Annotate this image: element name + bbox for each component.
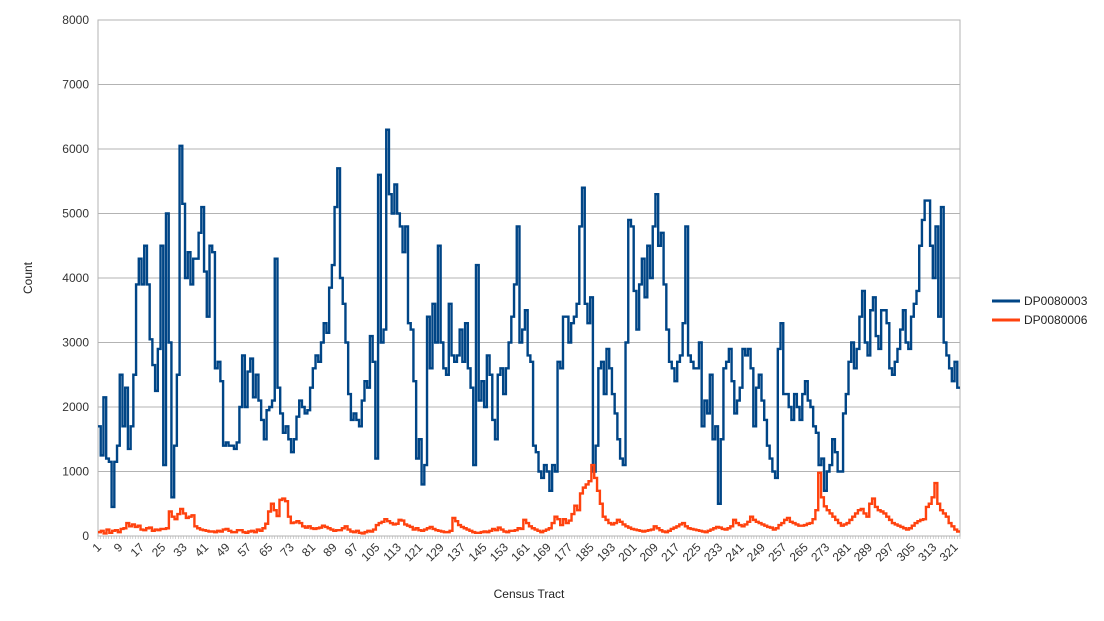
x-axis-title: Census Tract bbox=[494, 587, 565, 601]
y-tick-label: 2000 bbox=[62, 400, 89, 414]
x-tick-label: 265 bbox=[787, 540, 811, 564]
legend: DP0080003 DP0080006 bbox=[992, 294, 1088, 327]
legend-label: DP0080003 bbox=[1024, 294, 1088, 308]
x-axis: 1 9 17 25 33 41 49 57 65 73 81 89 971051131211291371… bbox=[89, 536, 961, 564]
x-tick-label: 33 bbox=[170, 540, 190, 560]
x-tick-label: 257 bbox=[765, 540, 789, 564]
y-tick-label: 8000 bbox=[62, 13, 89, 27]
x-tick-label: 25 bbox=[149, 540, 169, 560]
series-line-0 bbox=[98, 128, 960, 509]
x-tick-label: 321 bbox=[937, 540, 961, 564]
legend-label: DP0080006 bbox=[1024, 313, 1088, 327]
y-tick-label: 6000 bbox=[62, 142, 89, 156]
x-tick-label: 105 bbox=[358, 540, 382, 564]
x-tick-label: 177 bbox=[551, 540, 575, 564]
x-tick-label: 57 bbox=[235, 540, 255, 560]
x-tick-label: 145 bbox=[466, 540, 490, 564]
series-group bbox=[98, 128, 960, 535]
x-tick-label: 89 bbox=[320, 540, 340, 560]
x-tick-label: 113 bbox=[381, 540, 405, 564]
x-tick-label: 1 bbox=[89, 540, 104, 555]
x-tick-label: 273 bbox=[808, 540, 832, 564]
x-tick-label: 201 bbox=[615, 540, 639, 564]
x-tick-label: 17 bbox=[128, 540, 148, 560]
x-tick-label: 289 bbox=[851, 540, 875, 564]
series-line-1 bbox=[98, 463, 960, 535]
x-tick-label: 249 bbox=[744, 540, 768, 564]
x-tick-label: 185 bbox=[573, 540, 597, 564]
y-tick-label: 5000 bbox=[62, 207, 89, 221]
x-tick-label: 65 bbox=[256, 540, 276, 560]
y-tick-label: 7000 bbox=[62, 78, 89, 92]
x-tick-label: 49 bbox=[213, 540, 233, 560]
x-tick-label: 305 bbox=[894, 540, 918, 564]
x-tick-label: 297 bbox=[872, 540, 896, 564]
y-axis-title: Count bbox=[21, 261, 35, 294]
x-tick-label: 161 bbox=[508, 540, 532, 564]
x-tick-label: 241 bbox=[723, 540, 747, 564]
x-tick-label: 281 bbox=[830, 540, 854, 564]
x-tick-label: 41 bbox=[192, 540, 212, 560]
x-tick-label: 73 bbox=[278, 540, 298, 560]
x-tick-label: 313 bbox=[915, 540, 939, 564]
x-tick-label: 121 bbox=[401, 540, 425, 564]
y-tick-label: 4000 bbox=[62, 271, 89, 285]
y-axis: 0 1000 2000 3000 4000 5000 6000 7000 8000 bbox=[62, 13, 89, 543]
x-tick-label: 129 bbox=[423, 540, 447, 564]
x-tick-label: 233 bbox=[701, 540, 725, 564]
x-tick-label: 169 bbox=[530, 540, 554, 564]
x-tick-label: 81 bbox=[299, 540, 319, 560]
gridlines bbox=[98, 19, 960, 537]
x-tick-label: 137 bbox=[444, 540, 468, 564]
x-tick-label: 97 bbox=[342, 540, 362, 560]
x-tick-label: 217 bbox=[658, 540, 682, 564]
y-tick-label: 3000 bbox=[62, 336, 89, 350]
y-tick-label: 0 bbox=[82, 529, 89, 543]
x-tick-label: 193 bbox=[594, 540, 618, 564]
x-tick-label: 153 bbox=[487, 540, 511, 564]
x-tick-label: 9 bbox=[111, 540, 126, 555]
y-tick-label: 1000 bbox=[62, 465, 89, 479]
x-tick-label: 209 bbox=[637, 540, 661, 564]
x-tick-label: 225 bbox=[680, 540, 704, 564]
